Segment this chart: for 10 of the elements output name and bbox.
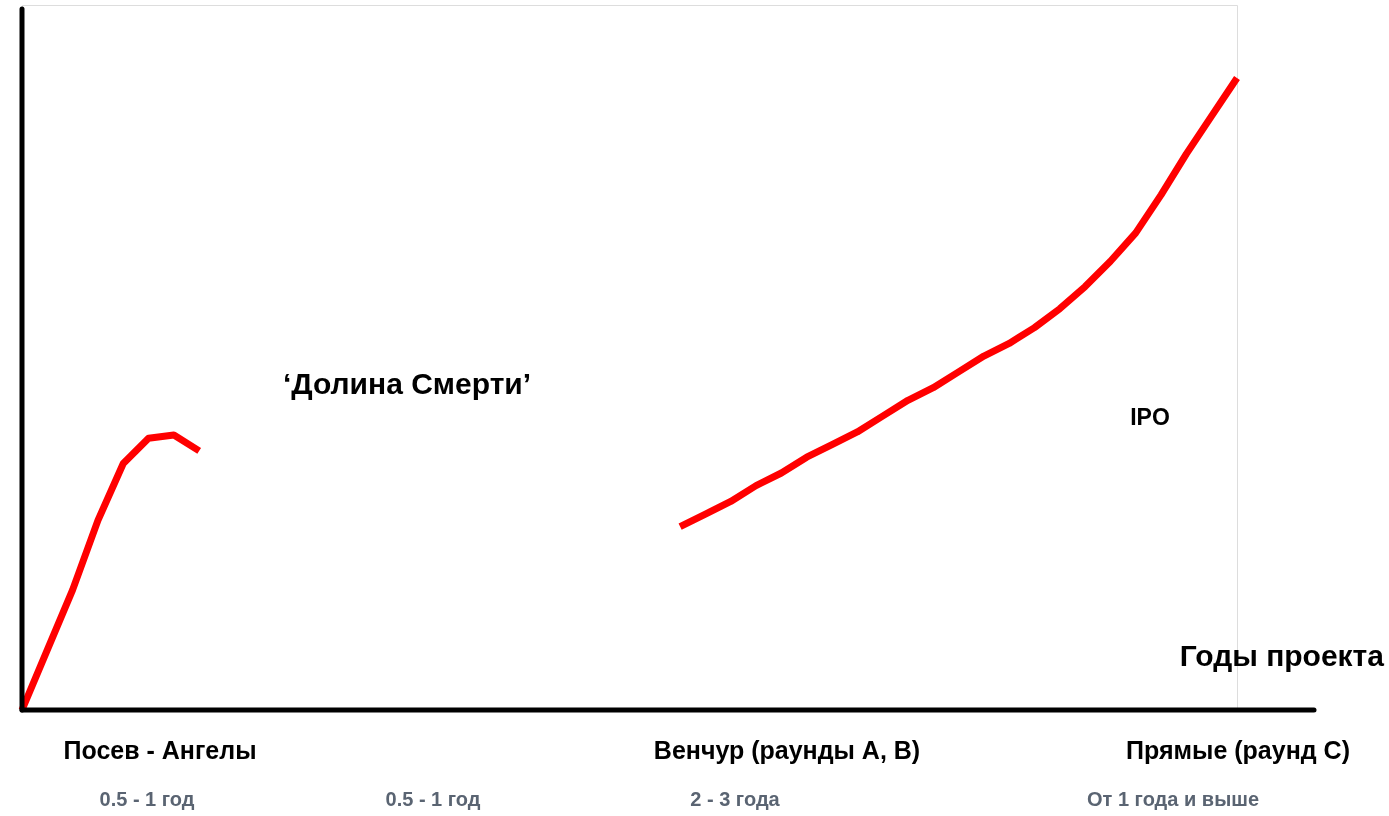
annotation: ‘Долина Смерти’ [282,367,532,400]
text: Посев - Ангелы [63,736,257,764]
text: 0.5 - 1 год [385,788,481,810]
text: От 1 года и выше [1086,788,1260,810]
text: Венчур (раунды А, В) [653,736,921,764]
text: 2 - 3 года [690,788,781,810]
annotation: Годы проекта [1179,639,1385,672]
annotation: IPO [1130,404,1170,430]
text: 0.5 - 1 год [99,788,195,810]
text: Прямые (раунд С) [1126,736,1350,764]
